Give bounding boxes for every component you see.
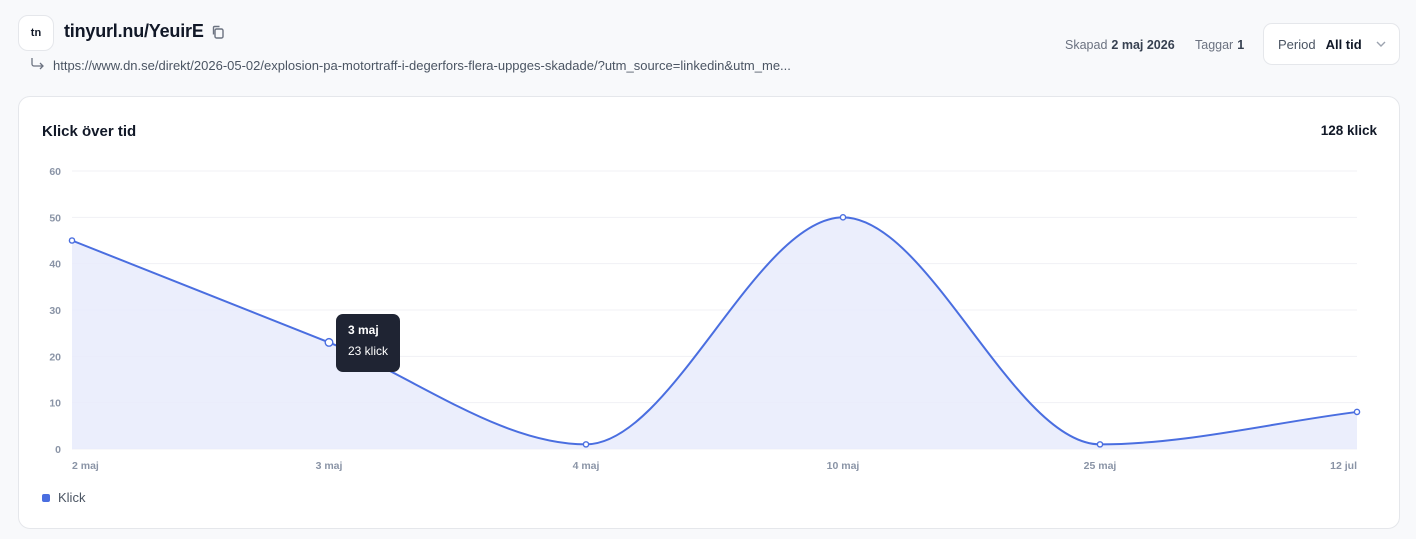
- created-value: 2 maj 2026: [1111, 38, 1175, 52]
- y-tick-label: 0: [55, 444, 61, 456]
- data-point: [839, 214, 847, 221]
- y-tick-label: 10: [49, 398, 61, 410]
- x-tick-label: 10 maj: [827, 460, 860, 472]
- y-tick-label: 30: [49, 305, 61, 317]
- data-point: [1096, 441, 1104, 448]
- x-tick-label: 4 maj: [573, 460, 600, 472]
- legend-label: Klick: [58, 490, 86, 505]
- logo-text: tn: [30, 27, 42, 39]
- tooltip-value: 23 klick: [348, 344, 389, 358]
- clicks-chart: 0 10 20 30 40 50 60 2 maj 3 maj 4 maj 10 maj 25 maj…: [49, 166, 1361, 472]
- chart-tooltip: 3 maj 23 klick: [336, 314, 400, 372]
- period-value: All tid: [1325, 36, 1362, 52]
- tags-info: Taggar 1: [1195, 38, 1244, 52]
- short-link-title: tinyurl.nu/YeuirE: [64, 21, 204, 41]
- data-point: [582, 441, 590, 448]
- y-tick-label: 20: [49, 351, 61, 363]
- destination-url[interactable]: https://www.dn.se/direkt/2026-05-02/expl…: [53, 58, 791, 73]
- x-tick-label: 25 maj: [1084, 460, 1117, 472]
- chart-title: Klick över tid: [42, 123, 137, 140]
- tags-value: 1: [1237, 38, 1245, 52]
- created-label: Skapad: [1065, 38, 1108, 52]
- copy-icon[interactable]: [210, 24, 226, 40]
- y-tick-label: 40: [49, 259, 61, 271]
- total-clicks: 128 klick: [1320, 123, 1377, 138]
- data-point: [1353, 408, 1361, 416]
- tags-label: Taggar: [1195, 38, 1234, 52]
- tooltip-date: 3 maj: [348, 323, 379, 337]
- series-line: [71, 216, 1358, 446]
- series-area: [72, 217, 1357, 449]
- created-info: Skapad 2 maj 2026: [1065, 38, 1175, 52]
- x-tick-label: 3 maj: [316, 460, 343, 472]
- chevron-down-icon: [1376, 41, 1386, 47]
- x-tick-label: 12 jul: [1330, 460, 1357, 472]
- data-point: [68, 237, 76, 244]
- data-point: [324, 337, 334, 347]
- legend-swatch: [42, 493, 50, 502]
- y-tick-label: 60: [49, 166, 61, 178]
- chart-legend: Klick: [42, 490, 85, 505]
- period-label: Period: [1278, 36, 1316, 52]
- period-select[interactable]: Period All tid: [1263, 23, 1400, 65]
- y-tick-label: 50: [49, 212, 61, 224]
- clicks-chart-card: Klick över tid 128 klick 0 10 20 30 40 50 60 2 …: [18, 96, 1400, 529]
- x-tick-label: 2 maj: [72, 460, 99, 472]
- redirect-arrow-icon: [31, 58, 44, 70]
- site-logo: tn: [18, 15, 54, 51]
